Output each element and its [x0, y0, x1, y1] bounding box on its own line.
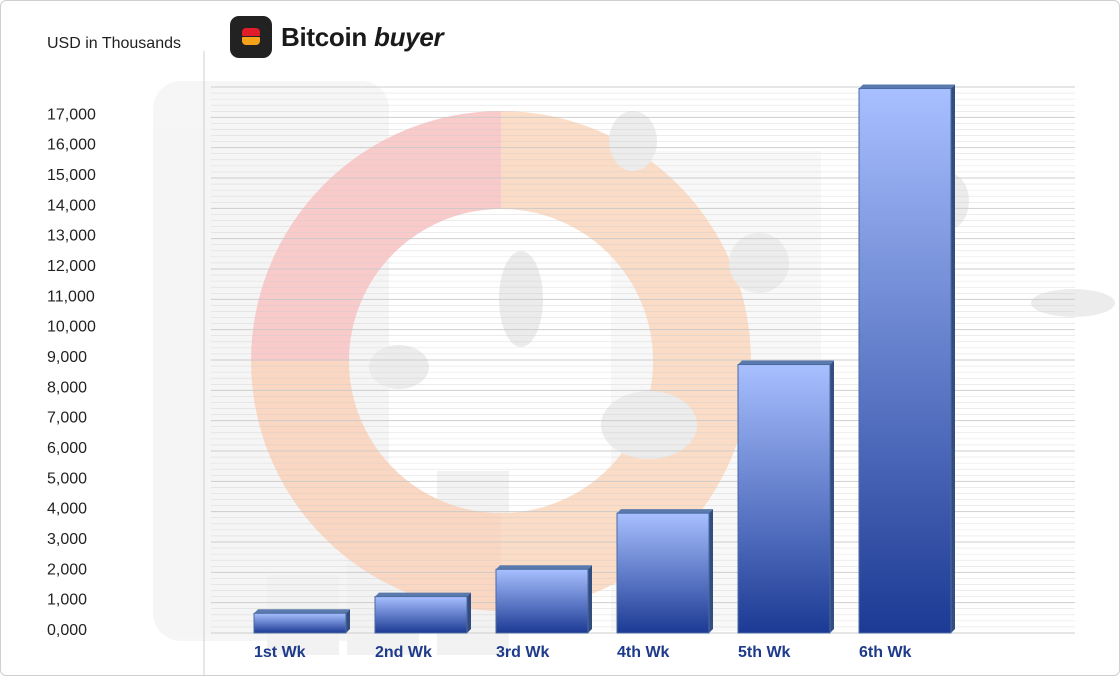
x-category-label: 4th Wk [617, 644, 670, 661]
y-tick-label: 13,000 [47, 228, 96, 245]
x-category-label: 6th Wk [859, 644, 912, 661]
y-tick-label: 6,000 [47, 440, 87, 457]
brand-name-part2: buyer [374, 21, 444, 52]
y-tick-label: 16,000 [47, 137, 96, 154]
y-tick-label: 15,000 [47, 167, 96, 184]
bar-top-face [375, 592, 471, 597]
brand-name-part1: Bitcoin [281, 21, 368, 52]
y-tick-label: 4,000 [47, 501, 87, 518]
bar-top-face [254, 609, 350, 614]
bar-4 [616, 512, 710, 634]
y-tick-label: 8,000 [47, 379, 87, 396]
x-category-label: 1st Wk [254, 644, 306, 661]
y-tick-label: 9,000 [47, 349, 87, 366]
bar-side-face [709, 509, 713, 633]
x-category-label: 3rd Wk [496, 644, 549, 661]
watermark-coin-shape [1031, 289, 1115, 317]
bar-6 [858, 88, 952, 634]
y-tick-label: 14,000 [47, 197, 96, 214]
y-tick-label: 1,000 [47, 592, 87, 609]
y-tick-label: 2,000 [47, 561, 87, 578]
y-tick-label: 0,000 [47, 622, 87, 639]
bar-3 [495, 568, 589, 634]
x-category-labels: 1st Wk 2nd Wk 3rd Wk 4th Wk 5th Wk 6th Wk [254, 644, 912, 661]
watermark-coin-shape [609, 111, 657, 171]
bar-top-face [738, 360, 834, 365]
y-tick-label: 10,000 [47, 319, 96, 336]
bar-top-face [617, 509, 713, 514]
logo-bottom-segment [242, 37, 260, 45]
y-tick-label: 3,000 [47, 531, 87, 548]
bitcoin-buyer-logo-icon [230, 16, 272, 58]
y-tick-label: 17,000 [47, 106, 96, 123]
bar-side-face [951, 84, 955, 634]
bar-side-face [346, 609, 350, 633]
watermark-ring-orange-shape [501, 111, 751, 611]
y-tick-labels: 0,000 1,000 2,000 3,000 4,000 5,000 6,000 7,000… [47, 106, 96, 639]
watermark-ring-lower-shape [251, 361, 501, 611]
bar-2 [374, 596, 468, 634]
bar-side-face [830, 360, 834, 633]
y-axis-label: USD in Thousands [47, 35, 181, 52]
bar-side-face [467, 592, 471, 633]
bar-top-face [496, 565, 592, 570]
y-tick-label: 5,000 [47, 470, 87, 487]
logo-top-segment [242, 28, 260, 36]
brand-name: Bitcoin buyer [281, 21, 444, 53]
bar-top-face [859, 84, 955, 89]
watermark-coin-shape [601, 391, 697, 459]
watermark-ring-red-shape [251, 111, 501, 361]
bars [253, 84, 955, 634]
x-category-label: 2nd Wk [375, 644, 432, 661]
y-tick-label: 7,000 [47, 410, 87, 427]
bar-side-face [588, 565, 592, 633]
bar-1 [253, 612, 347, 634]
bar-5 [737, 364, 831, 634]
x-category-label: 5th Wk [738, 644, 791, 661]
y-tick-label: 12,000 [47, 258, 96, 275]
brand: Bitcoin buyer [230, 16, 444, 58]
y-tick-label: 11,000 [47, 288, 95, 305]
